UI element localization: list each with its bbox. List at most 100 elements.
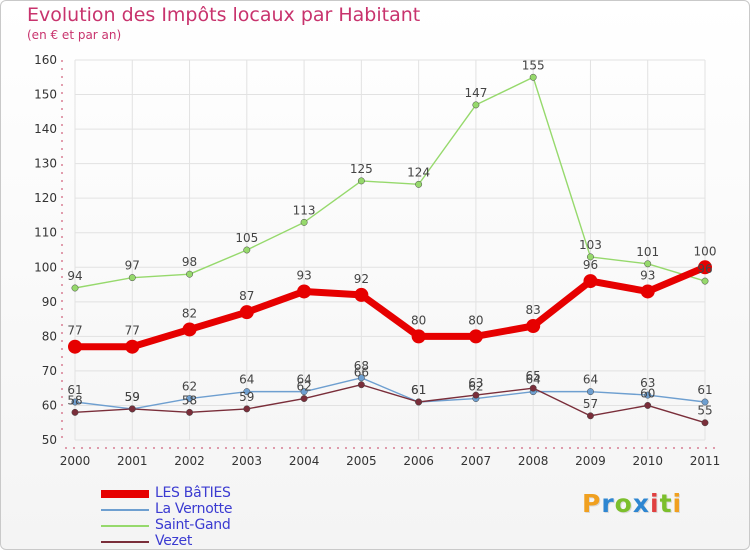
data-point	[644, 402, 652, 409]
data-point	[701, 419, 709, 427]
data-label: 147	[464, 86, 487, 100]
x-tick-label: 2002	[174, 454, 205, 468]
data-point	[587, 253, 594, 261]
data-label: 124	[407, 165, 430, 179]
data-label: 94	[67, 269, 82, 283]
y-tick-label: 140	[34, 122, 57, 136]
data-label: 61	[697, 383, 712, 397]
data-point	[587, 388, 594, 396]
data-point	[300, 218, 308, 226]
data-label: 58	[182, 393, 197, 407]
data-label: 103	[579, 238, 602, 252]
data-label: 63	[468, 376, 483, 390]
data-point	[529, 384, 537, 392]
x-tick-label: 2001	[117, 454, 148, 468]
data-point	[239, 305, 254, 320]
x-tick-label: 2008	[518, 454, 549, 468]
data-label: 61	[411, 383, 426, 397]
data-label: 62	[296, 380, 311, 394]
data-point	[71, 398, 79, 406]
data-label: 96	[583, 258, 598, 272]
data-label: 93	[296, 268, 311, 282]
y-tick-label: 150	[34, 88, 57, 102]
x-tick-label: 2003	[232, 454, 263, 468]
data-label: 59	[125, 390, 140, 404]
data-point	[243, 405, 251, 413]
data-label: 63	[640, 376, 655, 390]
series-line	[74, 377, 706, 410]
data-point	[640, 284, 655, 299]
data-label: 59	[125, 390, 140, 404]
chart-subtitle: (en € et par an)	[27, 28, 122, 42]
data-label: 62	[182, 380, 197, 394]
y-tick-label: 100	[34, 260, 57, 274]
series-line	[74, 384, 706, 424]
brand-letter: i	[650, 489, 660, 518]
data-label: 92	[354, 272, 369, 286]
data-label: 101	[636, 245, 659, 259]
data-label: 61	[411, 383, 426, 397]
data-point	[529, 73, 537, 81]
x-tick-label: 2007	[461, 454, 492, 468]
data-label: 100	[694, 244, 717, 258]
data-point	[68, 339, 82, 354]
data-label: 93	[640, 268, 655, 282]
data-label: 68	[354, 359, 369, 373]
brand-letter: i	[672, 489, 683, 518]
data-label: 82	[182, 306, 197, 320]
x-tick-label: 2005	[346, 454, 377, 468]
data-label: 125	[350, 162, 373, 176]
axes: 50 60 70 80 90 100 110 120 130 140 150 160 2000 2001 2…	[34, 53, 720, 468]
data-point	[698, 260, 712, 275]
data-label: 64	[296, 373, 311, 387]
data-label: 77	[67, 324, 82, 338]
y-tick-label: 90	[42, 295, 57, 309]
data-label: 105	[235, 231, 258, 245]
data-label: 98	[182, 255, 197, 269]
data-point	[472, 391, 480, 399]
data-point	[300, 395, 308, 402]
data-point	[415, 398, 423, 406]
y-tick-label: 70	[42, 364, 57, 378]
grid	[74, 59, 706, 441]
data-point	[243, 246, 251, 254]
y-tick-label: 50	[42, 433, 57, 447]
data-label: 64	[526, 373, 541, 387]
data-point	[128, 405, 136, 413]
data-label: 60	[640, 386, 655, 400]
data-label: 64	[583, 373, 598, 387]
x-tick-label: 2000	[60, 454, 91, 468]
legend-label: Vezet	[155, 533, 193, 549]
data-label: 55	[697, 404, 712, 418]
data-label: 59	[239, 390, 254, 404]
data-point	[186, 395, 193, 402]
data-label: 113	[293, 203, 316, 217]
y-tick-label: 120	[34, 191, 57, 205]
legend-swatch	[101, 509, 149, 511]
series-line	[75, 264, 707, 351]
x-tick-label: 2009	[575, 454, 606, 468]
x-tick-label: 2010	[632, 454, 663, 468]
data-point	[526, 319, 541, 333]
data-point	[354, 287, 369, 302]
brand-logo: Proxiti	[582, 489, 682, 518]
data-point	[128, 274, 136, 282]
data-point	[243, 388, 251, 396]
data-point	[415, 180, 423, 188]
data-label: 87	[239, 289, 254, 303]
series-lines	[68, 73, 712, 427]
brand-letter: o	[614, 489, 633, 518]
data-label: 80	[468, 313, 483, 327]
legend-label: La Vernotte	[155, 501, 233, 517]
data-point	[357, 381, 365, 389]
data-label: 77	[125, 324, 140, 338]
data-point	[300, 388, 308, 396]
data-point	[182, 322, 197, 337]
brand-letter: r	[601, 489, 615, 518]
data-point	[357, 374, 365, 382]
chart-title: Evolution des Impôts locaux par Habitant	[27, 4, 421, 26]
data-point	[357, 177, 365, 185]
data-label: 96	[697, 262, 712, 276]
data-point	[701, 398, 709, 406]
y-tick-label: 110	[34, 226, 57, 240]
